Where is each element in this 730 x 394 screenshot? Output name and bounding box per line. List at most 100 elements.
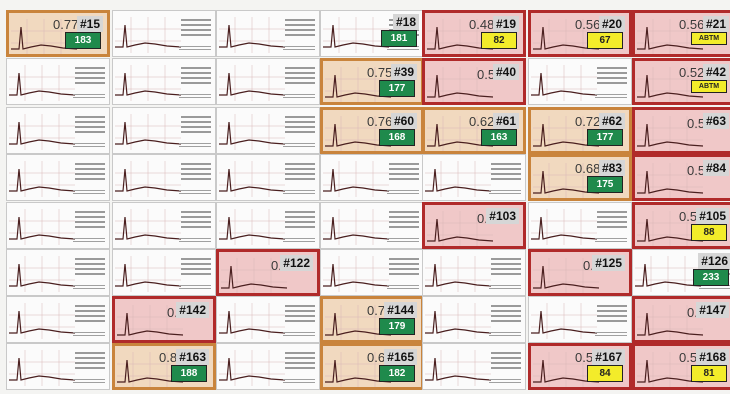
cell-id-label: #15	[76, 16, 103, 32]
thumbnail-cell[interactable]	[528, 202, 632, 249]
cell-id-label: #42	[702, 64, 729, 80]
thumbnail-cell-20[interactable]: 0.56 #20 67	[528, 10, 632, 57]
thumbnail-cell[interactable]	[6, 154, 110, 201]
value-badge: 67	[587, 32, 623, 49]
thumbnail-cell-168[interactable]: 0.57 #168 81	[632, 343, 730, 390]
measurement-text	[285, 305, 315, 333]
thumbnail-cell[interactable]	[422, 249, 526, 296]
waveform-trace	[533, 258, 599, 293]
thumbnail-cell-61[interactable]: 0.62 #61 163	[422, 107, 526, 154]
cell-id-label: #18	[392, 14, 419, 30]
footer-text	[73, 190, 105, 196]
thumbnail-cell[interactable]	[216, 202, 320, 249]
thumbnail-cell-144[interactable]: 0.76 #144 179	[320, 296, 424, 343]
measurement-text	[285, 211, 315, 239]
thumbnail-cell-163[interactable]: 0.80 #163 188	[112, 343, 216, 390]
waveform-trace	[325, 116, 391, 151]
value-badge: 233	[693, 269, 729, 286]
waveform-trace	[115, 161, 181, 197]
thumbnail-cell-42[interactable]: 0.52 #42 ABTM	[632, 58, 730, 105]
thumbnail-cell[interactable]	[6, 202, 110, 249]
thumbnail-cell[interactable]	[112, 107, 216, 154]
thumbnail-cell-60[interactable]: 0.76 #60 168	[320, 107, 424, 154]
thumbnail-cell-84[interactable]: 0.50 #84	[632, 154, 730, 201]
thumbnail-cell-122[interactable]: 0.54#122	[216, 249, 320, 296]
thumbnail-cell[interactable]	[6, 343, 110, 390]
ratio-value: 0.48	[469, 17, 495, 32]
waveform-trace	[9, 209, 75, 245]
waveform-trace	[9, 350, 75, 386]
cell-id-label: #61	[492, 113, 519, 129]
thumbnail-cell[interactable]	[320, 154, 424, 201]
thumbnail-cell-125[interactable]: 0.51#125	[528, 249, 632, 296]
thumbnail-cell[interactable]	[320, 249, 424, 296]
waveform-trace	[9, 65, 75, 101]
waveform-trace	[219, 350, 285, 386]
cell-id-label: #168	[696, 349, 729, 365]
thumbnail-cell[interactable]	[6, 296, 110, 343]
thumbnail-cell-21[interactable]: 0.56 #21 ABTM	[632, 10, 730, 57]
thumbnail-cell-18[interactable]: #18 181	[320, 10, 424, 57]
thumbnail-cell[interactable]	[422, 154, 526, 201]
thumbnail-cell-15[interactable]: 0.77 #15 183	[6, 10, 110, 57]
thumbnail-cell-142[interactable]: 0.52#142	[112, 296, 216, 343]
cell-id-label: #126	[698, 253, 730, 269]
thumbnail-cell-39[interactable]: 0.75 #39 177	[320, 58, 424, 105]
thumbnail-cell-63[interactable]: 0.50 #63	[632, 107, 730, 154]
thumbnail-cell[interactable]	[112, 154, 216, 201]
cell-id-label: #63	[702, 113, 729, 129]
footer-text	[73, 379, 105, 385]
footer-text	[179, 143, 211, 149]
thumbnail-cell[interactable]	[112, 202, 216, 249]
measurement-text	[597, 305, 627, 333]
thumbnail-cell-167[interactable]: 0.58 #167 84	[528, 343, 632, 390]
thumbnail-cell[interactable]	[422, 343, 526, 390]
waveform-trace	[115, 256, 181, 292]
thumbnail-cell-105[interactable]: 0.52 #105 88	[632, 202, 730, 249]
waveform-trace	[531, 303, 597, 339]
thumbnail-cell[interactable]	[112, 249, 216, 296]
waveform-trace	[635, 256, 701, 292]
thumbnail-cell[interactable]	[216, 343, 320, 390]
thumbnail-cell-103[interactable]: 0.49#103	[422, 202, 526, 249]
thumbnail-cell[interactable]	[6, 58, 110, 105]
footer-text	[73, 285, 105, 291]
thumbnail-cell[interactable]	[422, 296, 526, 343]
cell-id-label: #165	[384, 349, 417, 365]
thumbnail-cell[interactable]	[216, 10, 320, 57]
ratio-value: 0.62	[469, 114, 495, 129]
thumbnail-cell-126[interactable]: #126 233	[632, 249, 730, 296]
thumbnail-cell-62[interactable]: 0.72 #62 177	[528, 107, 632, 154]
cell-id-label: #144	[384, 302, 417, 318]
thumbnail-cell-19[interactable]: 0.48 #19 82	[422, 10, 526, 57]
thumbnail-cell[interactable]	[528, 296, 632, 343]
footer-text	[283, 46, 315, 52]
footer-text	[387, 190, 419, 196]
thumbnail-cell[interactable]	[6, 107, 110, 154]
thumbnail-cell[interactable]	[112, 58, 216, 105]
footer-text	[283, 190, 315, 196]
value-badge: 163	[481, 129, 517, 146]
footer-text	[179, 190, 211, 196]
thumbnail-cell-40[interactable]: 0.51 #40	[422, 58, 526, 105]
footer-text	[283, 379, 315, 385]
thumbnail-cell[interactable]	[112, 10, 216, 57]
thumbnail-cell-147[interactable]: 0.58#147	[632, 296, 730, 343]
thumbnail-cell-165[interactable]: 0.66 #165 182	[320, 343, 424, 390]
thumbnail-cell[interactable]	[216, 58, 320, 105]
cell-id-label: #163	[176, 349, 209, 365]
waveform-trace	[425, 303, 491, 339]
footer-text	[73, 94, 105, 100]
thumbnail-cell[interactable]	[216, 296, 320, 343]
thumbnail-cell[interactable]	[216, 154, 320, 201]
measurement-text	[285, 67, 315, 95]
thumbnail-cell[interactable]	[6, 249, 110, 296]
measurement-text	[285, 352, 315, 380]
thumbnail-cell[interactable]	[216, 107, 320, 154]
footer-text	[179, 238, 211, 244]
waveform-trace	[115, 17, 181, 53]
thumbnail-cell-83[interactable]: 0.68 #83 175	[528, 154, 632, 201]
thumbnail-cell[interactable]	[320, 202, 424, 249]
thumbnail-cell[interactable]	[528, 58, 632, 105]
value-badge: 82	[481, 32, 517, 49]
